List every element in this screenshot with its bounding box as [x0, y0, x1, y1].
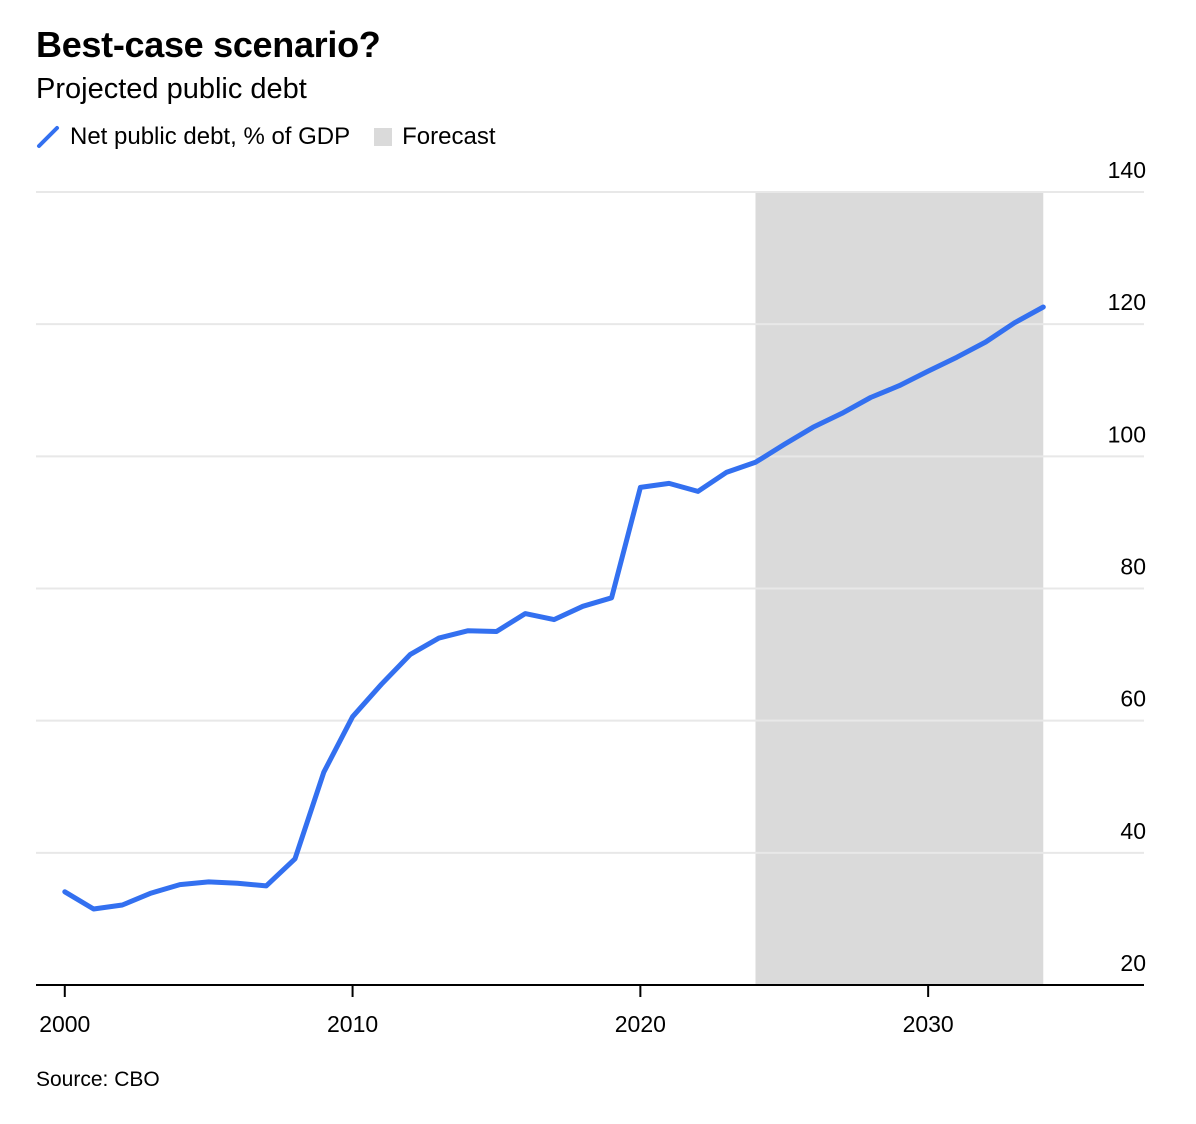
- x-tick-label: 2010: [327, 1011, 378, 1037]
- y-tick-label: 20: [1120, 950, 1146, 976]
- legend-item-debt: Net public debt, % of GDP: [36, 123, 350, 151]
- x-tick-label: 2000: [39, 1011, 90, 1037]
- chart-title: Best-case scenario?: [36, 24, 381, 65]
- y-tick-label: 120: [1108, 289, 1146, 315]
- grid-layer: [36, 191, 1144, 854]
- source-note: Source: CBO: [36, 1068, 160, 1091]
- series-line-net-public-debt: [62, 304, 1046, 912]
- y-tick-label: 140: [1108, 157, 1146, 183]
- legend-item-forecast: Forecast: [374, 123, 496, 151]
- legend-forecast-swatch: [374, 128, 393, 146]
- y-tick-label: 100: [1108, 421, 1146, 447]
- legend-label-debt: Net public debt, % of GDP: [70, 123, 351, 150]
- legend-line-swatch: [37, 126, 59, 148]
- tick-label-layer: 20 40 60 80 100 120 140 2000 2010 2020 2030: [39, 157, 1146, 1037]
- axis-layer: [36, 984, 1144, 997]
- y-tick-label: 60: [1120, 686, 1146, 712]
- series-layer: [62, 304, 1046, 912]
- x-tick-label: 2030: [903, 1011, 954, 1037]
- y-tick-label: 40: [1120, 818, 1146, 844]
- y-tick-label: 80: [1120, 554, 1146, 580]
- chart-subtitle: Projected public debt: [36, 73, 307, 105]
- x-tick-label: 2020: [615, 1011, 666, 1037]
- legend-label-forecast: Forecast: [402, 123, 496, 150]
- legend: Net public debt, % of GDP Forecast: [36, 121, 520, 153]
